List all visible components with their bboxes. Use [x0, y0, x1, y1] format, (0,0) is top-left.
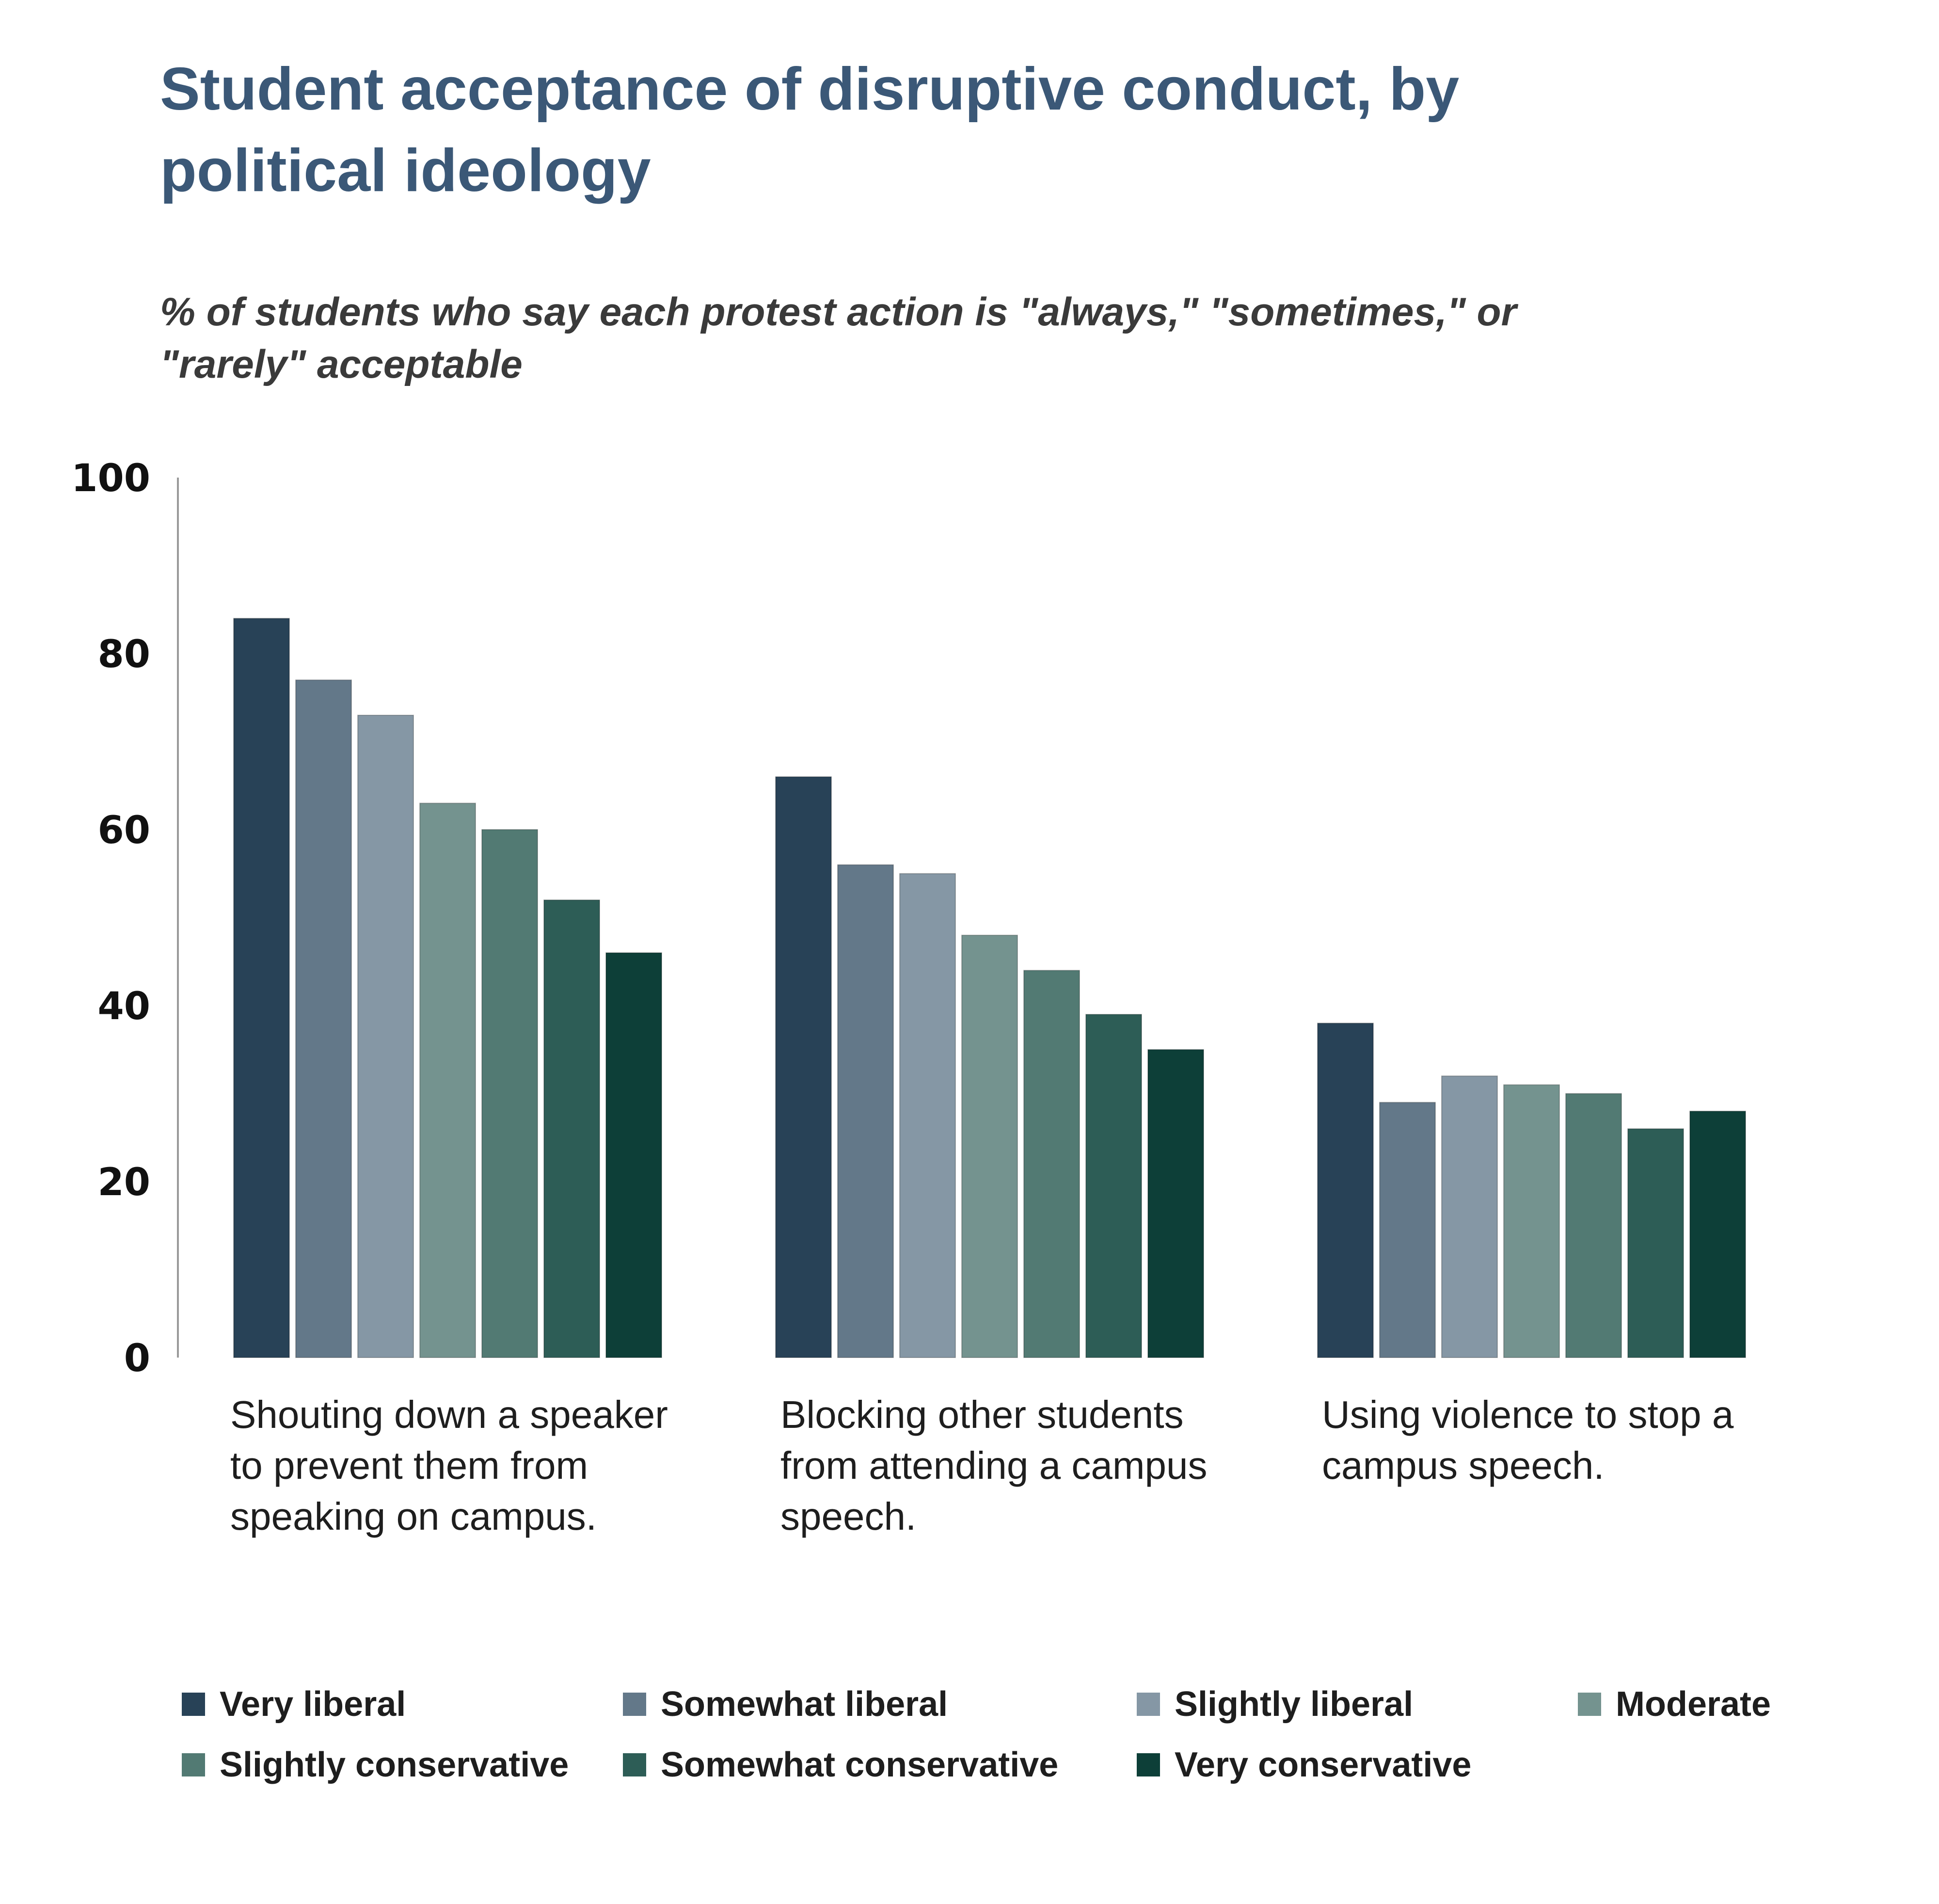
legend-label: Slightly conservative: [220, 1745, 569, 1784]
category-label: Blocking other students from attending a…: [780, 1393, 1208, 1538]
y-tick-label: 0: [124, 1337, 150, 1380]
legend-label: Very liberal: [220, 1685, 406, 1724]
legend-label: Somewhat liberal: [661, 1685, 948, 1724]
bar: [357, 715, 414, 1358]
legend-item: Somewhat liberal: [623, 1682, 948, 1726]
legend-swatch: [1137, 1753, 1160, 1776]
bar: [1023, 970, 1080, 1358]
bar: [1379, 1102, 1436, 1358]
y-tick-label: 20: [97, 1161, 150, 1204]
bar: [837, 864, 894, 1358]
bar: [1441, 1075, 1498, 1358]
bar: [1627, 1128, 1684, 1359]
legend-item: Slightly liberal: [1137, 1682, 1413, 1726]
bar: [775, 776, 832, 1358]
legend-item: Moderate: [1578, 1682, 1771, 1726]
chart-title: Student acceptance of disruptive conduct…: [160, 56, 1460, 204]
bar: [1147, 1049, 1204, 1358]
legend-item: Very liberal: [182, 1682, 406, 1726]
bar: [233, 618, 290, 1358]
bar: [1317, 1023, 1374, 1359]
bar: [543, 899, 600, 1358]
y-tick-label: 60: [97, 809, 150, 852]
legend-label: Somewhat conservative: [661, 1745, 1059, 1784]
legend-swatch: [182, 1753, 205, 1776]
bar: [1085, 1014, 1142, 1358]
bar: [1503, 1084, 1560, 1359]
y-tick-label: 40: [97, 985, 150, 1028]
y-tick-label: 100: [71, 457, 150, 500]
bar: [295, 679, 352, 1358]
category-label: Shouting down a speaker to prevent them …: [230, 1393, 668, 1538]
legend-item: Very conservative: [1137, 1743, 1471, 1787]
legend-swatch: [623, 1693, 646, 1716]
legend-swatch: [1578, 1693, 1601, 1716]
y-axis-ticks: 0 20 40 60 80 100: [71, 457, 150, 1380]
category-label: Using violence to stop a campus speech.: [1322, 1393, 1734, 1487]
legend-swatch: [1137, 1693, 1160, 1716]
bar: [481, 829, 538, 1358]
legend-item: Somewhat conservative: [623, 1743, 1058, 1787]
legend-label: Moderate: [1616, 1685, 1771, 1724]
bar: [961, 934, 1018, 1359]
bar: [899, 873, 956, 1358]
legend-swatch: [182, 1693, 205, 1716]
chart-subtitle: % of students who say each protest actio…: [160, 290, 1517, 386]
legend-item: Slightly conservative: [182, 1743, 569, 1787]
bar: [1565, 1093, 1622, 1358]
bar: [419, 802, 476, 1358]
legend-swatch: [623, 1753, 646, 1776]
bar: [605, 952, 662, 1358]
legend-label: Slightly liberal: [1175, 1685, 1414, 1724]
bars-group: [233, 618, 1746, 1359]
bar: [1689, 1110, 1746, 1359]
y-tick-label: 80: [97, 633, 150, 676]
legend-label: Very conservative: [1175, 1745, 1472, 1784]
